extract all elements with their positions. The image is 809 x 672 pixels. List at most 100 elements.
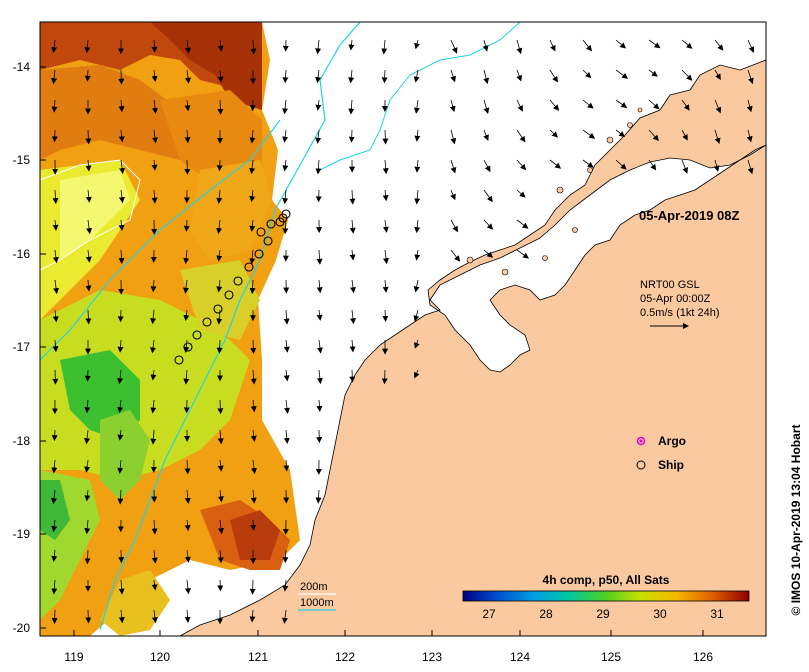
current-vector	[516, 99, 523, 112]
current-vector	[615, 159, 627, 170]
current-vector	[282, 99, 289, 115]
current-vector	[183, 309, 190, 322]
current-vector	[381, 369, 388, 385]
current-vector	[450, 69, 456, 83]
current-vector	[413, 69, 420, 83]
current-vector	[117, 399, 124, 414]
current-vector	[85, 159, 92, 172]
current-vector	[714, 99, 722, 114]
ship-position-marker	[275, 217, 285, 227]
current-vector	[582, 69, 592, 79]
lat-tick-label: -18	[13, 434, 31, 448]
lon-tick-label: 125	[601, 650, 621, 664]
current-vector	[216, 279, 223, 293]
current-vector	[216, 159, 223, 172]
current-vector	[84, 429, 91, 445]
current-vector	[183, 219, 190, 232]
lat-tick-label: -19	[13, 527, 31, 541]
current-vector	[52, 369, 59, 385]
current-vector	[250, 369, 257, 385]
argo-marker-icon	[636, 436, 646, 446]
current-vector	[249, 279, 256, 295]
current-vector	[216, 219, 223, 235]
current-vector	[250, 39, 257, 55]
current-vector	[117, 339, 124, 353]
current-vector	[51, 39, 58, 54]
current-vector	[450, 189, 456, 201]
current-vector	[53, 279, 60, 295]
current-vector	[151, 609, 158, 624]
current-vector	[51, 429, 58, 442]
colorbar-tick: 29	[596, 607, 610, 621]
product-line-3: 0.5m/s (1kt 24h)	[640, 307, 719, 319]
current-vector	[549, 69, 558, 83]
current-vector	[582, 159, 594, 168]
colorbar-tick: 31	[710, 607, 724, 621]
current-vector	[349, 249, 356, 261]
current-vector	[681, 159, 688, 174]
current-vector	[414, 159, 421, 173]
current-vector	[516, 39, 523, 55]
current-vector	[615, 129, 626, 138]
current-vector	[747, 159, 754, 175]
current-vector	[316, 399, 323, 412]
current-vector	[516, 69, 522, 82]
current-vector	[382, 279, 389, 293]
colorbar-tick: 30	[653, 607, 667, 621]
current-vector	[382, 129, 389, 145]
current-vector	[316, 249, 323, 265]
lon-tick-label: 122	[335, 650, 355, 664]
lat-axis: -14 -15 -16 -17 -18 -19 -20	[13, 60, 46, 635]
current-vector	[348, 129, 355, 143]
current-vector	[615, 69, 629, 79]
current-vector	[151, 69, 158, 82]
current-vector	[348, 39, 355, 51]
current-vector	[450, 39, 458, 54]
current-vector	[151, 39, 158, 53]
colorbar-title: 4h comp, p50, All Sats	[543, 573, 670, 587]
current-vector	[282, 129, 289, 143]
ship-position-marker	[233, 276, 243, 286]
current-vector	[250, 429, 257, 442]
current-vector	[118, 129, 125, 143]
current-vector	[184, 129, 191, 144]
current-vector	[413, 309, 420, 322]
current-vector	[648, 39, 661, 49]
current-vector	[648, 69, 658, 77]
current-vector	[118, 99, 125, 113]
current-vector	[249, 129, 256, 144]
current-vector	[516, 219, 529, 229]
current-vector	[218, 519, 224, 535]
isobath-1000m-label: 1000m	[300, 597, 334, 609]
current-vector	[85, 609, 92, 624]
current-vector	[118, 609, 125, 624]
current-vector	[714, 69, 721, 81]
current-vector	[282, 549, 289, 564]
current-vector	[283, 459, 290, 472]
ship-position-marker	[174, 355, 184, 365]
lon-axis: 119 120 121 122 123 124 125 126	[64, 630, 713, 664]
current-vector	[483, 69, 490, 85]
current-vector	[450, 159, 457, 174]
ship-position-marker	[254, 249, 264, 259]
current-vector	[250, 489, 257, 504]
current-vector	[382, 159, 389, 175]
current-vector	[348, 99, 355, 115]
current-vector	[84, 519, 91, 535]
current-vector	[714, 39, 724, 51]
colorbar: 4h comp, p50, All Sats 27 28 29 30 31	[462, 573, 750, 621]
isobath-200m	[40, 159, 141, 271]
ship-position-marker	[244, 262, 254, 272]
current-vector	[713, 159, 720, 172]
current-vector	[51, 99, 58, 113]
current-vector	[183, 369, 190, 385]
current-vector	[85, 249, 92, 263]
current-vector	[450, 129, 457, 145]
current-vector	[52, 339, 59, 353]
colorbar-ramp	[462, 590, 750, 602]
current-vector	[151, 579, 158, 591]
current-vector	[84, 369, 91, 382]
coastal-islands	[466, 107, 643, 276]
product-line-1: NRT00 GSL	[640, 279, 700, 291]
current-vector	[117, 369, 124, 385]
